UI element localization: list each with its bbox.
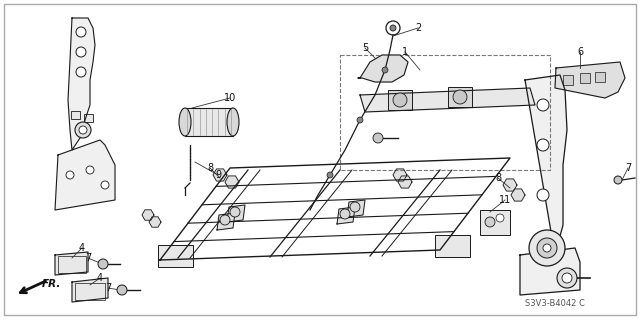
- Circle shape: [76, 67, 86, 77]
- Circle shape: [66, 171, 74, 179]
- Circle shape: [357, 117, 363, 123]
- Circle shape: [76, 47, 86, 57]
- Polygon shape: [358, 55, 408, 82]
- Text: 5: 5: [362, 43, 368, 53]
- Circle shape: [75, 122, 91, 138]
- Circle shape: [373, 133, 383, 143]
- Text: 8: 8: [207, 163, 213, 173]
- Polygon shape: [511, 189, 525, 201]
- Circle shape: [79, 126, 87, 134]
- Circle shape: [537, 189, 549, 201]
- Circle shape: [557, 268, 577, 288]
- Circle shape: [614, 176, 622, 184]
- Circle shape: [86, 166, 94, 174]
- Bar: [480, 210, 510, 235]
- Text: 4: 4: [79, 243, 85, 253]
- Text: 2: 2: [415, 23, 421, 33]
- Polygon shape: [149, 217, 161, 227]
- Bar: [448, 87, 472, 107]
- Bar: [58, 256, 86, 273]
- Circle shape: [537, 99, 549, 111]
- Bar: [185, 108, 233, 136]
- Polygon shape: [55, 140, 115, 210]
- Bar: [84, 114, 93, 122]
- Bar: [388, 90, 412, 110]
- Text: 11: 11: [499, 195, 511, 205]
- Circle shape: [390, 25, 396, 31]
- Polygon shape: [213, 169, 227, 181]
- Circle shape: [453, 90, 467, 104]
- Text: 7: 7: [105, 283, 111, 293]
- Text: 6: 6: [577, 47, 583, 57]
- Polygon shape: [225, 176, 239, 188]
- Circle shape: [393, 93, 407, 107]
- Bar: [563, 75, 573, 85]
- Polygon shape: [217, 213, 235, 230]
- Polygon shape: [398, 176, 412, 188]
- Polygon shape: [347, 200, 365, 217]
- Polygon shape: [72, 278, 108, 302]
- Circle shape: [340, 209, 350, 219]
- Polygon shape: [393, 169, 407, 181]
- Text: 8: 8: [495, 173, 501, 183]
- Polygon shape: [55, 252, 88, 275]
- Circle shape: [537, 238, 557, 258]
- Bar: [435, 235, 470, 257]
- Circle shape: [350, 202, 360, 212]
- Text: 10: 10: [224, 93, 236, 103]
- Circle shape: [537, 139, 549, 151]
- Circle shape: [382, 67, 388, 73]
- Bar: [75, 283, 105, 300]
- Bar: [595, 72, 605, 82]
- Polygon shape: [360, 88, 535, 112]
- Bar: [340, 55, 550, 170]
- Text: FR.: FR.: [42, 279, 61, 289]
- Circle shape: [543, 244, 551, 252]
- Ellipse shape: [179, 108, 191, 136]
- Text: 1: 1: [402, 47, 408, 57]
- Text: 9: 9: [215, 170, 221, 180]
- Circle shape: [485, 217, 495, 227]
- Circle shape: [327, 172, 333, 178]
- Polygon shape: [227, 205, 245, 222]
- Circle shape: [220, 215, 230, 225]
- Circle shape: [562, 273, 572, 283]
- Bar: [158, 245, 193, 267]
- Bar: [580, 73, 590, 83]
- Circle shape: [529, 230, 565, 266]
- Polygon shape: [520, 248, 580, 295]
- Polygon shape: [503, 179, 517, 191]
- Text: 4: 4: [97, 273, 103, 283]
- Text: 7: 7: [85, 253, 91, 263]
- Text: S3V3-B4042 C: S3V3-B4042 C: [525, 299, 585, 308]
- Circle shape: [101, 181, 109, 189]
- Circle shape: [98, 259, 108, 269]
- Text: 7: 7: [625, 163, 631, 173]
- Polygon shape: [142, 210, 154, 220]
- Circle shape: [230, 207, 240, 217]
- Circle shape: [117, 285, 127, 295]
- Circle shape: [76, 27, 86, 37]
- Polygon shape: [68, 18, 95, 150]
- Ellipse shape: [227, 108, 239, 136]
- Polygon shape: [337, 207, 355, 224]
- Polygon shape: [525, 75, 567, 255]
- Circle shape: [496, 214, 504, 222]
- Polygon shape: [555, 62, 625, 98]
- Bar: [71, 111, 80, 119]
